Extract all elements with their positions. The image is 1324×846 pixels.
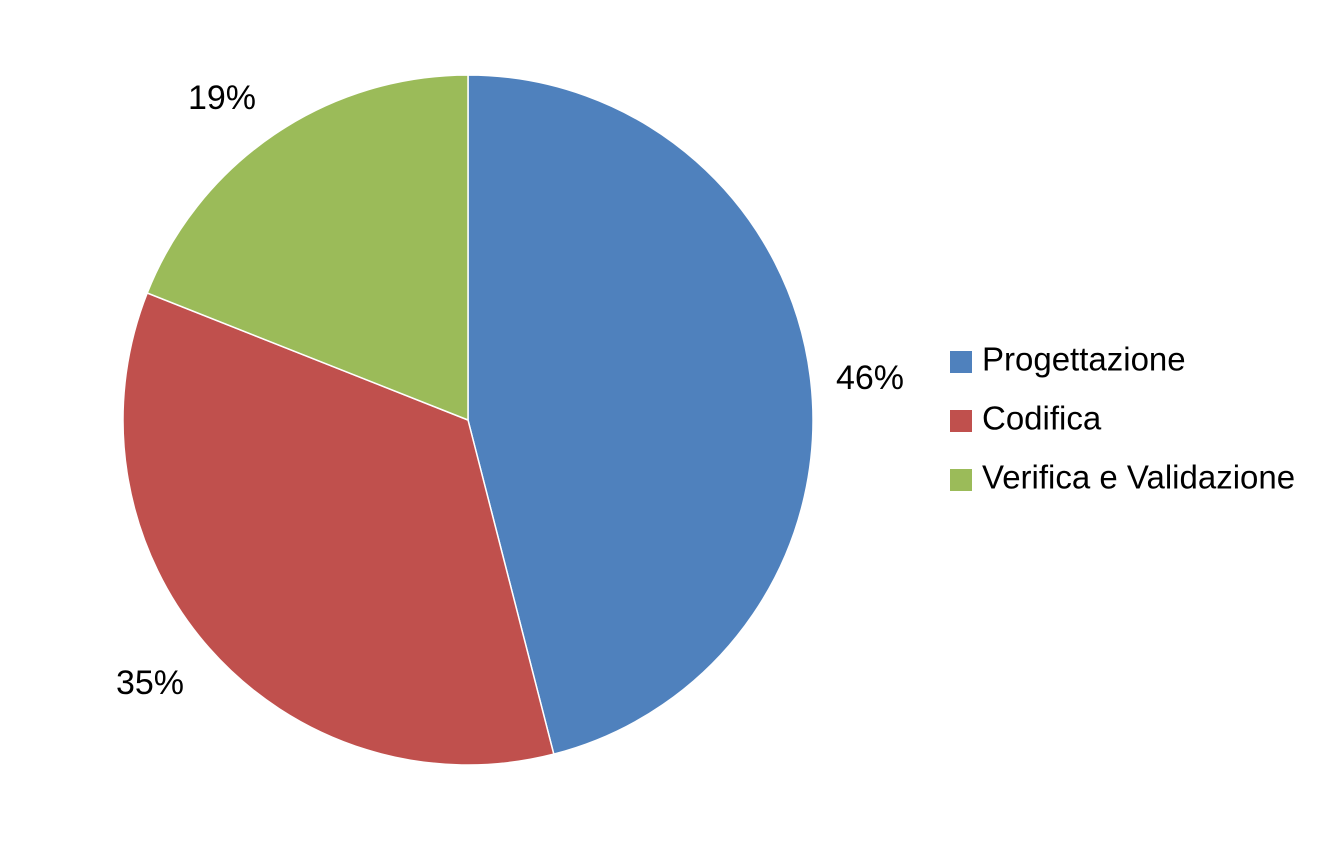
legend-swatch-progettazione — [950, 351, 972, 373]
pie-slice-progettazione — [467, 74, 814, 756]
data-label-verifica-e-validazione: 19% — [188, 79, 256, 117]
legend-swatch-codifica — [950, 410, 972, 432]
data-label-progettazione: 46% — [836, 359, 904, 397]
pie-slice-verifica-e-validazione — [146, 74, 469, 422]
legend-label-codifica: Codifica — [982, 400, 1102, 437]
legend-item-verifica-e-validazione: Verifica e Validazione — [950, 459, 1295, 496]
data-label-codifica: 35% — [116, 664, 184, 702]
legend: Progettazione Codifica Verifica e Validazi… — [950, 341, 1295, 496]
legend-item-progettazione: Progettazione — [950, 341, 1186, 378]
legend-label-progettazione: Progettazione — [982, 341, 1186, 378]
pie-slices — [122, 74, 814, 766]
pie-slice-codifica — [122, 292, 555, 766]
legend-label-verifica-e-validazione: Verifica e Validazione — [982, 459, 1295, 496]
legend-swatch-verifica-e-validazione — [950, 469, 972, 491]
data-labels: 46% 35% 19% — [116, 79, 904, 702]
legend-item-codifica: Codifica — [950, 400, 1102, 437]
